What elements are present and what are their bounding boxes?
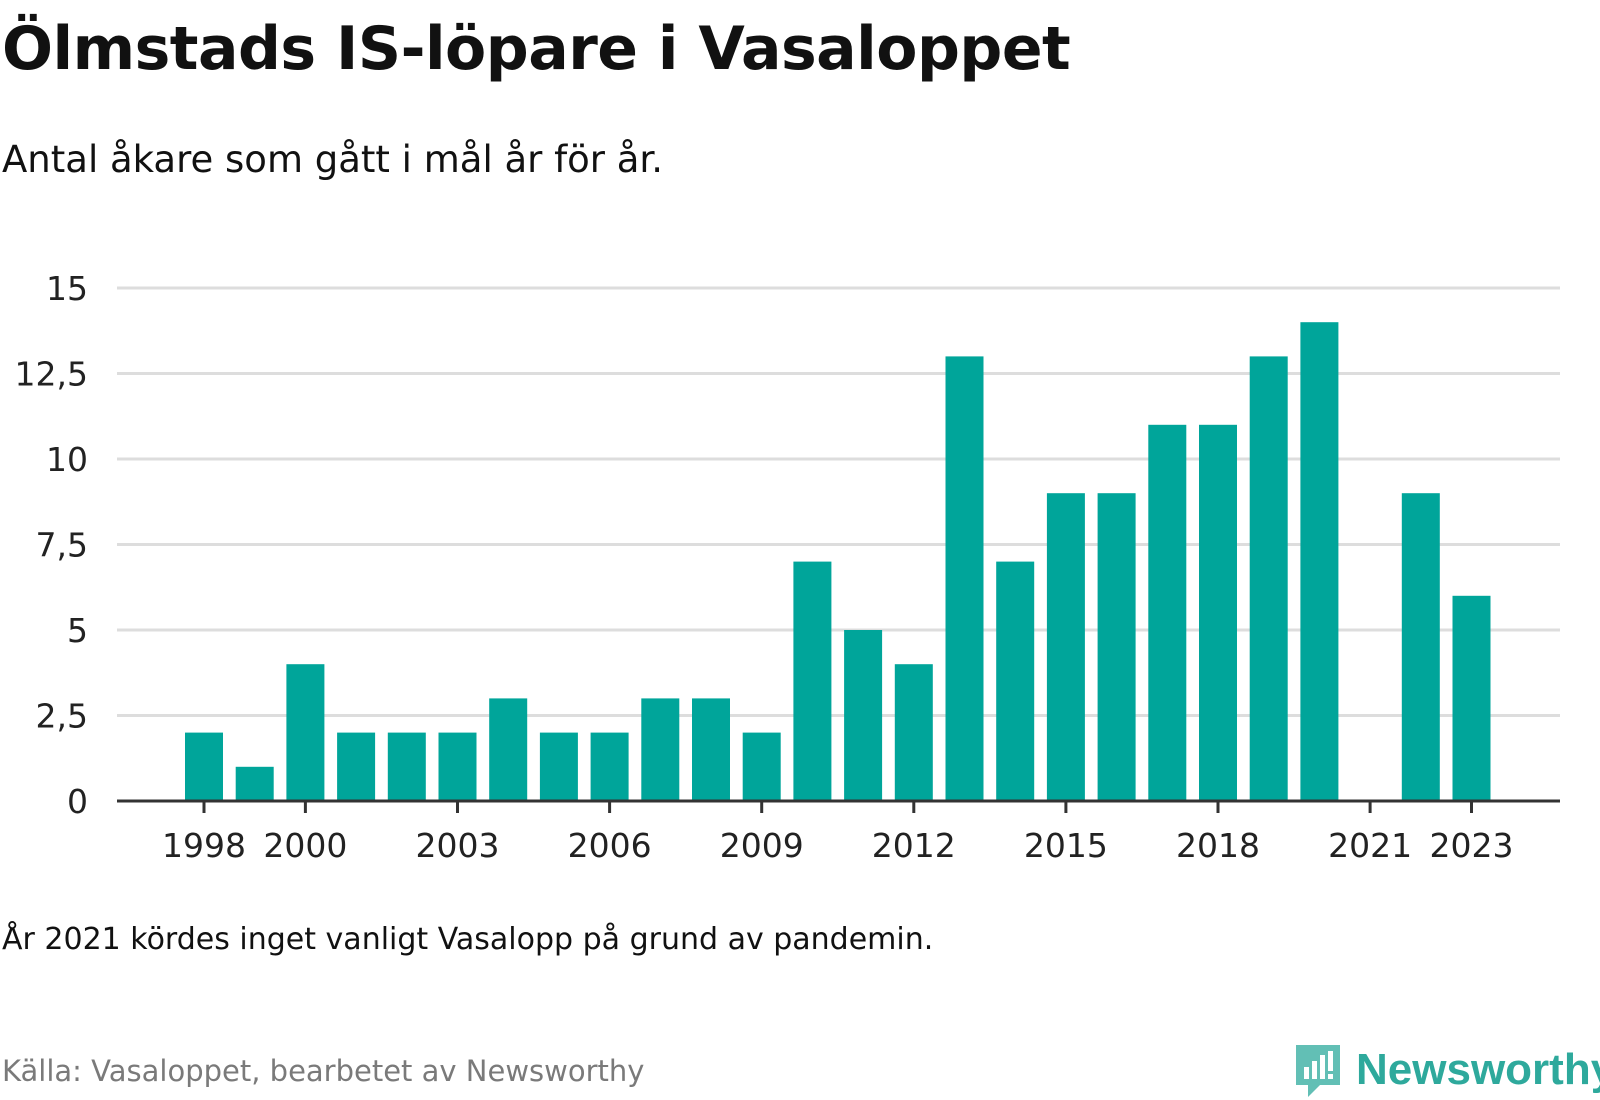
x-tick-label: 2006 <box>568 826 652 865</box>
y-tick-label: 12,5 <box>15 355 88 394</box>
y-tick-label: 0 <box>67 782 88 821</box>
bar-2009 <box>742 732 781 801</box>
y-tick-label: 2,5 <box>36 697 88 736</box>
newsworthy-logo-icon <box>1296 1045 1340 1097</box>
x-tick-label: 2012 <box>872 826 956 865</box>
x-tick-label: 2023 <box>1430 826 1514 865</box>
bar-2007 <box>641 698 680 801</box>
axes: 0 2,5 5 7,5 10 12,5 15 1998 2000 2003 2006 2009 2012… <box>15 269 1560 865</box>
bar-2018 <box>1199 424 1237 801</box>
bar-2016 <box>1097 493 1136 801</box>
y-tick-label: 15 <box>46 269 88 308</box>
bar-1998 <box>185 732 223 801</box>
brand-name: Newsworthy <box>1356 1045 1600 1094</box>
bar-2003 <box>438 732 477 801</box>
bar-2002 <box>387 732 426 801</box>
bar-2000 <box>286 664 325 801</box>
bar-2017 <box>1148 424 1187 801</box>
bar-2013 <box>945 356 984 801</box>
bar-2006 <box>590 732 629 801</box>
y-tick-label: 7,5 <box>36 526 88 565</box>
source-credit: Källa: Vasaloppet, bearbetet av Newswort… <box>2 1054 645 1088</box>
x-tick-label: 1998 <box>162 826 246 865</box>
bar-2020 <box>1300 322 1339 801</box>
bar-2019 <box>1249 356 1288 801</box>
y-tick-label: 5 <box>67 611 88 650</box>
bars <box>185 322 1491 801</box>
x-tick-label: 2003 <box>416 826 500 865</box>
bar-2022 <box>1401 493 1440 801</box>
x-tick-label: 2021 <box>1328 826 1412 865</box>
bar-2014 <box>996 561 1035 801</box>
x-tick-label: 2018 <box>1176 826 1260 865</box>
bar-2010 <box>793 561 832 801</box>
x-tick-label: 2000 <box>263 826 347 865</box>
footnote: År 2021 kördes inget vanligt Vasalopp på… <box>2 922 934 957</box>
chart-title: Ölmstads IS-löpare i Vasaloppet <box>2 14 1071 84</box>
x-tick-label: 2015 <box>1024 826 1108 865</box>
brand-logo: Newsworthy <box>1292 1040 1600 1100</box>
bar-2011 <box>844 630 883 801</box>
bar-2023 <box>1452 595 1491 801</box>
bar-2015 <box>1046 493 1085 801</box>
bar-2005 <box>539 732 578 801</box>
y-tick-label: 10 <box>46 440 88 479</box>
bar-2012 <box>894 664 933 801</box>
bar-chart: 0 2,5 5 7,5 10 12,5 15 1998 2000 2003 2006 2009 2012… <box>15 269 1560 865</box>
bar-2008 <box>692 698 730 801</box>
chart-subtitle: Antal åkare som gått i mål år för år. <box>2 138 664 181</box>
bar-2001 <box>337 732 376 801</box>
bar-2004 <box>489 698 528 801</box>
x-tick-label: 2009 <box>720 826 804 865</box>
gridlines <box>117 286 1560 717</box>
bar-1999 <box>235 766 274 801</box>
